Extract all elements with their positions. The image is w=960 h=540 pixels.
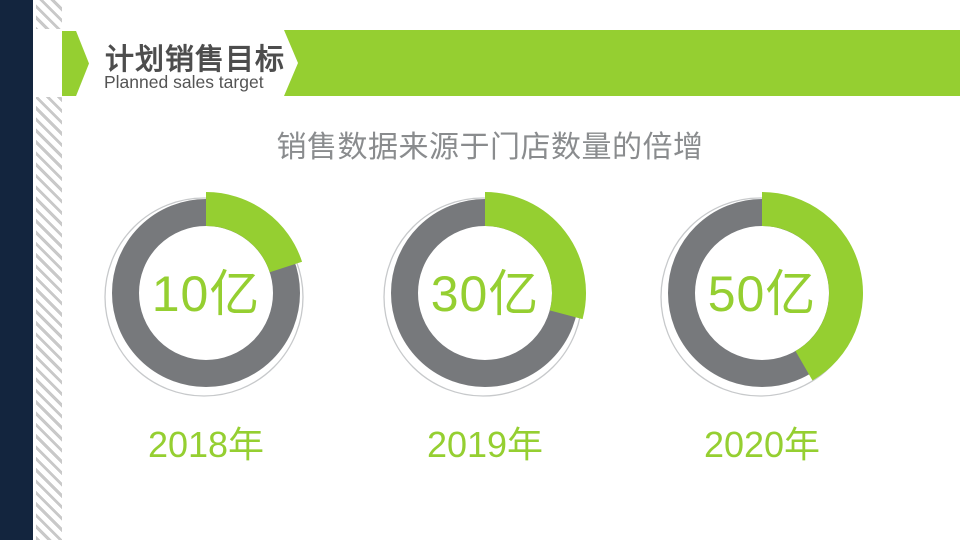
page-subtitle-en: Planned sales target	[104, 72, 264, 92]
donut-value-2018: 10亿	[151, 266, 261, 323]
header-arrow-icon	[62, 31, 89, 96]
year-label-2019: 2019年	[426, 424, 544, 465]
header-green-band	[284, 30, 960, 96]
chart-caption: 销售数据来源于门店数量的倍增	[276, 131, 704, 164]
donut-chart-2020: 50亿	[656, 187, 868, 399]
year-label-2018: 2018年	[147, 424, 265, 465]
donut-ring-2018	[104, 192, 304, 397]
year-label-2020: 2020年	[703, 424, 821, 465]
left-navy-strip	[0, 0, 33, 540]
page-title: 计划销售目标	[105, 44, 286, 76]
donut-value-2020: 50亿	[707, 266, 817, 323]
donut-chart-2019: 30亿	[379, 187, 591, 399]
donut-value-2019: 30亿	[430, 266, 540, 323]
donut-ring-2019	[383, 192, 586, 397]
donut-chart-2018: 10亿	[100, 187, 312, 399]
donut-ring-2020	[660, 192, 863, 397]
